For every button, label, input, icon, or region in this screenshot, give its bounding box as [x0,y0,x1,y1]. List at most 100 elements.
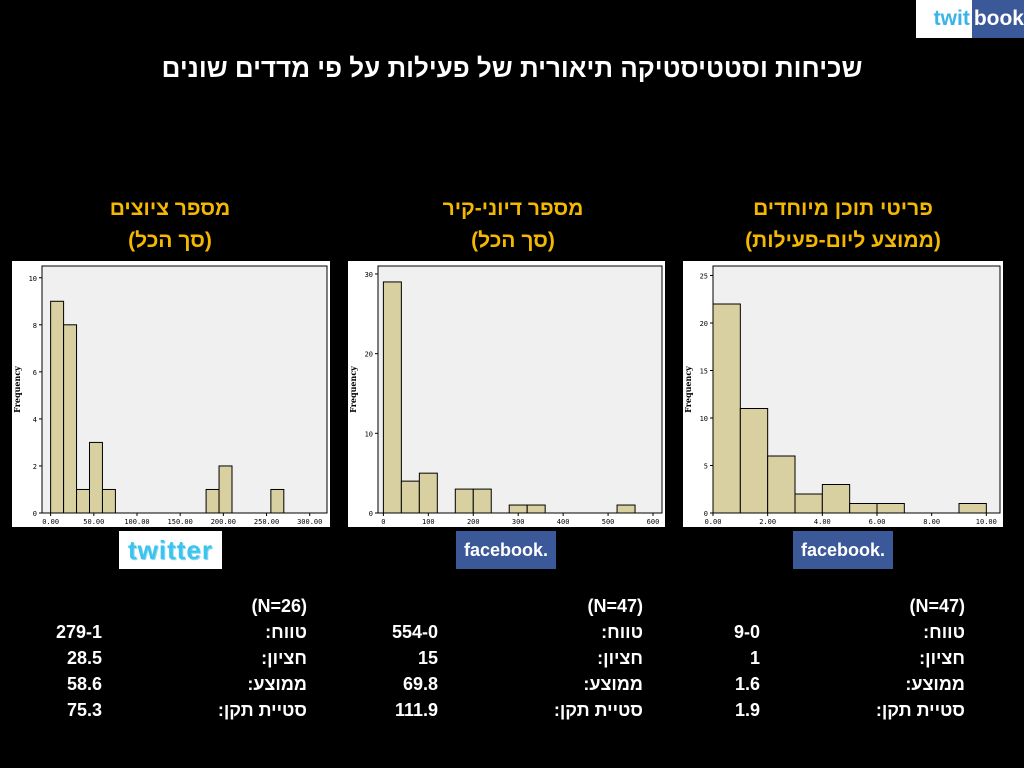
panel-title-line1: מספר ציוצים [109,197,231,220]
y-tick-label: 4 [33,416,37,424]
twitbook-logo: twit book [916,0,1024,38]
panel-title-wall-discussions: מספר דיוני-קיר (סך הכל) [348,193,678,257]
y-tick-label: 5 [704,463,708,471]
stat-label-median: חציון: [261,648,307,668]
stat-row-sd: סטיית תקן: 111.9 [360,700,643,726]
stats-content-items: (N=47) טווח: 9-0 חציון: 1 ממוצע: 1.6 סטי… [690,596,965,726]
x-tick-label: 0 [381,518,385,526]
stat-row-median: חציון: 15 [360,648,643,674]
panel-title-line2: (סך הכל) [471,229,555,252]
x-tick-label: 4.00 [814,518,831,526]
sample-size: (N=47) [909,596,965,616]
panel-title-content-items: פריטי תוכן מיוחדים (ממוצע ליום-פעילות) [678,193,1008,257]
histogram-bar [767,455,796,514]
histogram-bar [508,504,528,514]
histogram-wall-discussions: 0 10 20 30 0 100 200 300 400 500 600 Frequency [348,261,665,527]
histogram-bar [821,484,851,514]
stat-row-sd: סטיית תקן: 75.3 [25,700,307,726]
logo-twit: twit [916,0,972,38]
twitter-logo: twitter [119,531,222,569]
histogram-bar [526,504,546,514]
stat-row-median: חציון: 1 [690,648,965,674]
stat-row-median: חציון: 28.5 [25,648,307,674]
histogram-content-items: 0 5 10 15 20 25 0.00 2.00 4.00 6.00 8.00 10.00 Frequ… [683,261,1003,527]
x-tick-label: 0.00 [705,518,722,526]
panel-title-line1: מספר דיוני-קיר [442,197,584,220]
histogram-bar [794,493,823,514]
panel-title-line1: פריטי תוכן מיוחדים [753,197,933,220]
stat-label-mean: ממוצע: [905,674,965,694]
stat-value-sd: 75.3 [66,700,102,720]
logo-book: book [971,0,1024,38]
y-tick-label: 20 [700,320,708,328]
x-tick-label: 8.00 [923,518,940,526]
stat-row-range: טווח: 554-0 [360,622,643,648]
sample-size: (N=26) [251,596,307,616]
stat-label-sd: סטיית תקן: [875,700,965,720]
histogram-svg: 0 5 10 15 20 25 0.00 2.00 4.00 6.00 8.00 10.00 Frequ… [683,265,1001,526]
page-title: שכיחות וסטטיסטיקה תיאורית של פעילות על פ… [161,53,863,83]
panel-title-line2: (סך הכל) [128,229,212,252]
x-tick-label: 2.00 [759,518,776,526]
x-tick-label: 250.00 [254,518,279,526]
stat-label-sd: סטיית תקן: [217,700,307,720]
stat-row-sd: סטיית תקן: 1.9 [690,700,965,726]
sample-size: (N=47) [587,596,643,616]
y-tick-label: 30 [365,271,373,279]
x-tick-label: 300.00 [297,518,322,526]
histogram-bar [616,504,636,514]
y-tick-label: 25 [700,273,708,281]
y-tick-label: 2 [33,463,37,471]
stat-row-mean: ממוצע: 69.8 [360,674,643,700]
stat-value-sd: 111.9 [394,700,438,720]
plot-area [41,265,328,514]
stat-value-median: 15 [417,648,438,668]
y-tick-label: 6 [33,369,37,377]
histogram-bar [218,465,233,514]
stat-label-sd: סטיית תקן: [553,700,643,720]
stats-tweets: (N=26) טווח: 279-1 חציון: 28.5 ממוצע: 58… [25,596,307,726]
y-tick-label: 10 [365,430,373,438]
histogram-bar [101,488,116,514]
histogram-bar [739,408,769,514]
x-tick-label: 200 [467,518,480,526]
histogram-bar [63,324,78,514]
stat-label-range: טווח: [923,622,965,642]
stat-row-range: טווח: 279-1 [25,622,307,648]
plot-area [377,265,663,514]
stat-value-mean: 69.8 [402,674,438,694]
x-tick-label: 600 [647,518,660,526]
histogram-bar [958,503,987,514]
facebook-logo: facebook. [456,531,556,569]
y-tick-label: 15 [700,368,708,376]
x-tick-label: 6.00 [869,518,886,526]
histogram-bar [76,488,91,514]
x-tick-label: 200.00 [211,518,236,526]
stat-row-mean: ממוצע: 1.6 [690,674,965,700]
histogram-bar [89,441,103,514]
stat-label-range: טווח: [265,622,307,642]
histogram-bar [849,503,878,514]
x-tick-label: 100.00 [124,518,149,526]
stat-label-median: חציון: [597,648,643,668]
x-tick-label: 0.00 [42,518,59,526]
y-axis-label: Frequency [683,366,693,413]
stat-value-mean: 1.6 [734,674,760,694]
x-tick-label: 400 [557,518,570,526]
y-tick-label: 0 [704,510,708,518]
stat-label-median: חציון: [919,648,965,668]
panel-title-line2: (ממוצע ליום-פעילות) [745,229,941,252]
x-tick-label: 500 [602,518,615,526]
stat-row-range: טווח: 9-0 [690,622,965,648]
stat-value-range: 279-1 [55,622,102,642]
stat-label-mean: ממוצע: [583,674,643,694]
facebook-logo: facebook. [793,531,893,569]
histogram-bar [454,488,474,514]
x-tick-label: 50.00 [83,518,104,526]
histogram-bar [382,281,402,514]
panel-title-tweets: מספר ציוצים (סך הכל) [5,193,335,257]
x-tick-label: 100 [422,518,435,526]
histogram-bar [205,488,220,514]
y-axis-label: Frequency [348,366,358,413]
